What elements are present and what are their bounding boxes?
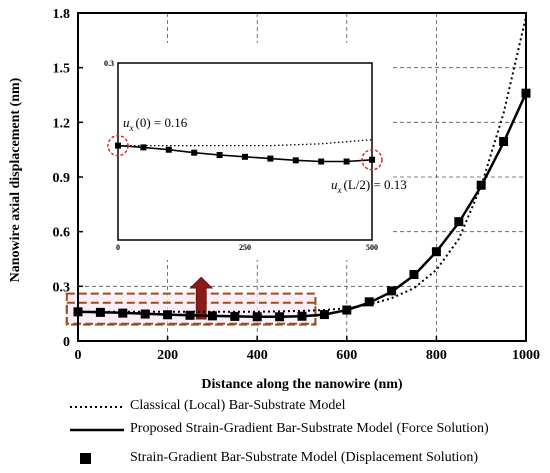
series-displacement-marker <box>140 309 150 319</box>
highlight-outer-box <box>65 292 317 326</box>
inset-displacement-marker <box>242 153 248 160</box>
series-displacement-marker <box>454 217 464 227</box>
legend-item-classical: Classical (Local) Bar-Substrate Model <box>68 398 548 421</box>
x-tick-label: 1000 <box>512 348 540 363</box>
series-displacement-marker <box>163 310 173 320</box>
inset-callout-circle-end <box>361 149 383 171</box>
legend-sample-marker <box>80 453 91 464</box>
x-tick-label: 0 <box>75 348 82 363</box>
y-tick-label: 0 <box>63 335 70 350</box>
inset-frame <box>117 62 373 241</box>
y-axis-label: Nanowire axial displacement (nm) <box>8 77 23 282</box>
series-displacement-marker <box>387 286 397 296</box>
y-tick-label: 0.9 <box>53 171 71 186</box>
legend-item-force-solution: Proposed Strain-Gradient Bar-Substrate M… <box>68 421 548 444</box>
inset-displacement-marker <box>165 146 172 153</box>
annotation-symbol: u <box>123 115 130 130</box>
zoom-arrow-icon <box>189 276 214 320</box>
series-displacement-marker <box>95 307 105 317</box>
inset-x-tick-label: 500 <box>366 243 378 252</box>
series-displacement-marker <box>252 312 262 322</box>
annotation-value: (0) = 0.16 <box>136 115 188 130</box>
series-displacement-marker <box>275 312 285 322</box>
series-displacement-marker <box>342 305 352 315</box>
x-tick-label: 800 <box>426 348 447 363</box>
y-tick-label: 1.5 <box>53 62 71 77</box>
legend-label-displacement-solution: Strain-Gradient Bar-Substrate Model (Dis… <box>130 450 479 465</box>
legend-item-displacement-solution: Strain-Gradient Bar-Substrate Model (Dis… <box>68 450 548 473</box>
inset-annotation-end: ux (L/2) = 0.13 <box>331 177 407 195</box>
main-series-layer <box>73 16 531 322</box>
series-displacement-marker <box>476 180 486 190</box>
annotation-subscript: x <box>337 185 342 195</box>
x-tick-label: 200 <box>157 348 178 363</box>
x-axis-label: Distance along the nanowire (nm) <box>201 377 403 392</box>
legend: Classical (Local) Bar-Substrate Model Pr… <box>68 398 548 473</box>
series-displacement-marker <box>297 311 307 321</box>
inset-displacement-marker <box>140 144 147 151</box>
series-displacement-marker <box>431 247 441 257</box>
inset-displacement-marker <box>292 157 299 164</box>
legend-label-classical: Classical (Local) Bar-Substrate Model <box>130 398 346 413</box>
inset-background <box>84 43 393 260</box>
series-displacement-marker <box>185 310 195 320</box>
inset-displacement-marker <box>343 158 350 165</box>
inset-displacement-marker <box>267 155 274 162</box>
annotation-subscript: x <box>129 123 134 133</box>
x-tick-label: 400 <box>247 348 268 363</box>
series-displacement-marker <box>364 297 374 307</box>
y-tick-label: 0.3 <box>53 280 71 295</box>
inset-x-tick-label: 250 <box>239 243 251 252</box>
series-displacement-marker <box>409 269 419 279</box>
series-displacement-marker <box>207 311 217 321</box>
legend-label-force-solution: Proposed Strain-Gradient Bar-Substrate M… <box>130 421 489 436</box>
inset-y-tick-label: 0.3 <box>104 59 114 68</box>
inset-displacement-marker <box>318 158 325 165</box>
inset-displacement-marker <box>191 149 198 156</box>
inset-displacement-marker <box>115 142 121 149</box>
inset-displacement-marker <box>369 156 375 163</box>
series-displacement-marker <box>499 136 509 146</box>
legend-sample-dotted <box>70 406 124 408</box>
annotation-value: (L/2) = 0.13 <box>344 177 407 192</box>
inset-displacement-marker <box>216 152 223 159</box>
inset-annotation-start: ux (0) = 0.16 <box>123 115 188 133</box>
inset-callout-circle-start <box>107 134 129 157</box>
y-tick-label: 1.2 <box>53 116 71 131</box>
inset-x-tick-label: 0 <box>116 243 120 252</box>
legend-sample-solid <box>70 428 124 432</box>
series-displacement-marker <box>230 311 240 321</box>
main-axes: 0 200 400 600 800 1000 0 0.3 0.6 0.9 1.2 1.5 1.8 <box>53 7 541 363</box>
series-displacement-marker <box>118 308 128 318</box>
x-tick-label: 600 <box>336 348 357 363</box>
series-displacement-marker <box>319 310 329 320</box>
y-tick-label: 0.6 <box>53 226 71 241</box>
annotation-symbol: u <box>331 177 338 192</box>
y-tick-label: 1.8 <box>53 7 71 22</box>
